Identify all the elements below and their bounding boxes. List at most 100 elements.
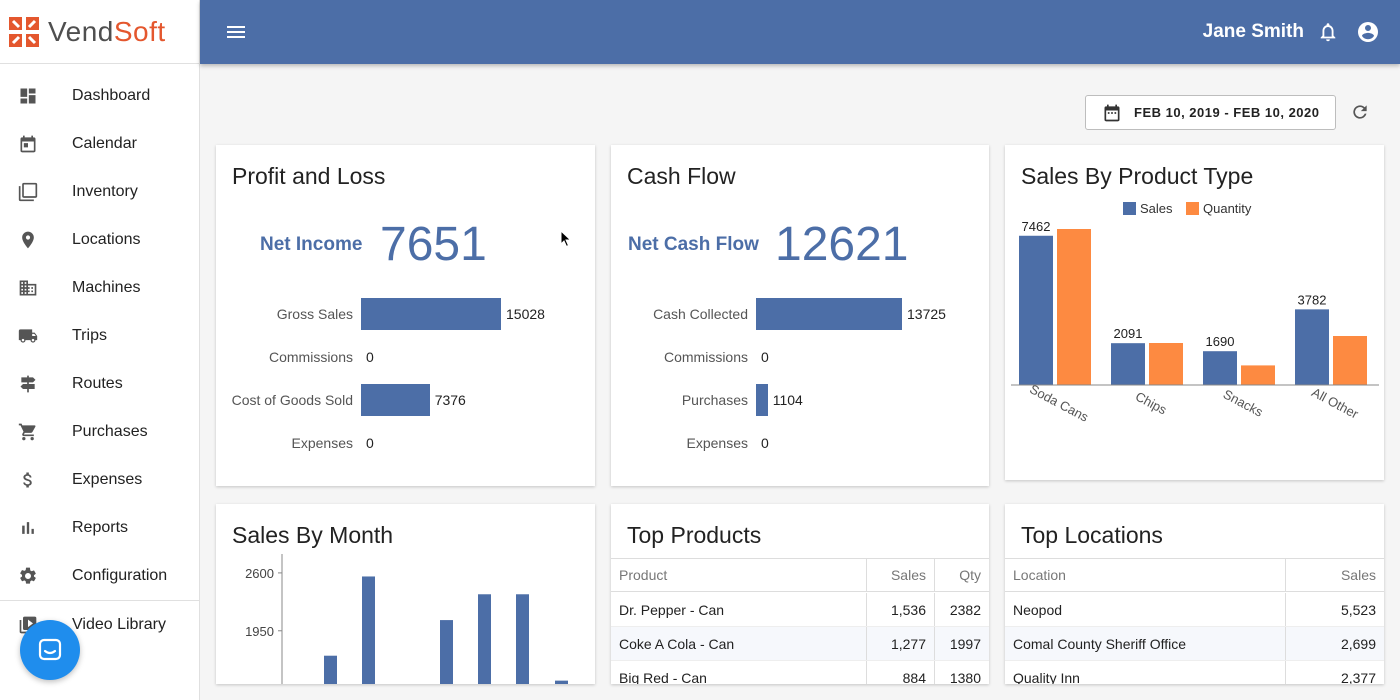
bar-row-value: 0 <box>761 349 769 365</box>
bar-row-label: Expenses <box>291 435 353 451</box>
notifications-button[interactable] <box>1316 20 1340 44</box>
y-tick-label: 1300 <box>245 682 274 684</box>
column-header-sales[interactable]: Sales <box>1285 559 1384 591</box>
product-qty: 1997 <box>934 627 989 660</box>
sidebar-item-calendar[interactable]: Calendar <box>0 120 199 168</box>
chart-bar <box>324 655 337 684</box>
data-label: 2091 <box>1114 326 1143 341</box>
product-sales: 1,536 <box>866 593 934 626</box>
category-tick-label: Chips <box>1133 389 1170 418</box>
menu-button[interactable] <box>224 20 248 44</box>
sidebar-item-machines[interactable]: Machines <box>0 264 199 312</box>
table-row[interactable]: Quality Inn 2,377 <box>1005 661 1384 684</box>
legend-label: Quantity <box>1203 201 1252 216</box>
chart-bar <box>555 680 568 684</box>
column-header-qty[interactable]: Qty <box>934 559 989 591</box>
account-button[interactable] <box>1356 20 1380 44</box>
chart-bar <box>1019 235 1053 385</box>
table-row[interactable]: Dr. Pepper - Can 1,536 2382 <box>611 593 989 627</box>
chart-bar <box>1241 365 1275 385</box>
table-row[interactable]: Coke A Cola - Can 1,277 1997 <box>611 627 989 661</box>
category-tick-label: All Other <box>1309 385 1361 422</box>
location-sales: 2,699 <box>1285 627 1384 660</box>
bar-row-label: Cash Collected <box>653 306 748 322</box>
location-sales: 2,377 <box>1285 661 1384 684</box>
sales-by-month-card: Sales By Month 2600 1950 1300 <box>216 504 595 684</box>
legend-swatch <box>1186 202 1199 215</box>
card-title: Top Locations <box>1021 522 1163 548</box>
bar-row-bar[interactable] <box>756 298 902 330</box>
brand[interactable]: VendSoft <box>0 0 199 64</box>
chat-icon <box>38 638 62 661</box>
table-row[interactable]: Big Red - Can 884 1380 <box>611 661 989 684</box>
product-qty: 2382 <box>934 593 989 626</box>
net-income-label: Net Income <box>260 234 363 255</box>
refresh-button[interactable] <box>1350 102 1370 122</box>
legend-swatch <box>1123 202 1136 215</box>
legend-label: Sales <box>1140 201 1173 216</box>
truck-icon <box>18 326 38 346</box>
column-header-product[interactable]: Product <box>619 567 668 583</box>
bar-row-label: Cost of Goods Sold <box>231 392 353 408</box>
bar-row-value: 13725 <box>907 306 946 322</box>
column-header-location[interactable]: Location <box>1013 567 1066 583</box>
user-name[interactable]: Jane Smith <box>1202 21 1304 42</box>
location-sales: 5,523 <box>1285 593 1384 626</box>
sidebar-item-purchases[interactable]: Purchases <box>0 408 199 456</box>
bar-row-value: 1104 <box>772 392 803 408</box>
brand-name: VendSoft <box>48 15 166 47</box>
bar-row-label: Gross Sales <box>276 306 353 322</box>
table-header: Location Sales <box>1005 558 1384 592</box>
data-label: 7462 <box>1022 219 1051 234</box>
gear-icon <box>18 566 38 586</box>
bar-row-value: 0 <box>761 435 769 451</box>
location-name: Comal County Sheriff Office <box>1013 635 1187 652</box>
bar-row-label: Expenses <box>686 435 748 451</box>
bar-row-bar[interactable] <box>756 384 768 416</box>
chat-launcher-button[interactable] <box>20 620 80 680</box>
product-name: Dr. Pepper - Can <box>619 601 725 618</box>
location-name: Quality Inn <box>1013 669 1080 685</box>
cash-flow-card: Cash Flow Net Cash Flow 12621 Cash Colle… <box>611 145 989 486</box>
bar-row-label: Commissions <box>663 349 748 365</box>
product-sales: 884 <box>866 661 934 684</box>
top-app-bar: Jane Smith <box>200 0 1400 64</box>
sidebar-item-routes[interactable]: Routes <box>0 360 199 408</box>
table-row[interactable]: Neopod 5,523 <box>1005 593 1384 627</box>
date-range-label: FEB 10, 2019 - FEB 10, 2020 <box>1134 105 1320 120</box>
machines-icon <box>18 278 38 298</box>
sidebar-item-locations[interactable]: Locations <box>0 216 199 264</box>
refresh-icon <box>1353 105 1367 119</box>
sidebar-item-inventory[interactable]: Inventory <box>0 168 199 216</box>
bar-row-bar[interactable] <box>361 298 501 330</box>
sales-by-product-chart: Sales Quantity 7462 Soda Cans 2091 Chips 1690 S… <box>1011 201 1379 425</box>
sidebar: VendSoft Dashboard Calendar Inventory Lo… <box>0 0 200 700</box>
card-title: Top Products <box>627 522 762 548</box>
sidebar-item-expenses[interactable]: Expenses <box>0 456 199 504</box>
bar-chart-icon <box>18 518 38 538</box>
product-name: Big Red - Can <box>619 669 707 685</box>
y-tick-label: 1950 <box>245 624 274 639</box>
table-row[interactable]: Comal County Sheriff Office 2,699 <box>1005 627 1384 661</box>
sidebar-item-trips[interactable]: Trips <box>0 312 199 360</box>
sales-by-month-chart: 2600 1950 1300 <box>245 554 568 684</box>
sidebar-item-dashboard[interactable]: Dashboard <box>0 72 199 120</box>
sidebar-item-reports[interactable]: Reports <box>0 504 199 552</box>
chart-bar <box>1057 229 1091 385</box>
chart-bar <box>1203 351 1237 385</box>
date-range-button[interactable]: FEB 10, 2019 - FEB 10, 2020 <box>1085 95 1336 130</box>
sidebar-item-configuration[interactable]: Configuration <box>0 552 199 600</box>
bar-row-bar[interactable] <box>361 384 430 416</box>
category-tick-label: Soda Cans <box>1027 381 1091 425</box>
chart-bar <box>362 576 375 684</box>
cart-icon <box>18 422 38 442</box>
chart-bar <box>516 594 529 684</box>
chart-bar <box>1149 343 1183 385</box>
net-cash-flow-label: Net Cash Flow <box>628 234 759 255</box>
column-header-sales[interactable]: Sales <box>866 559 934 591</box>
top-locations-card: Top Locations Location Sales Neopod 5,52… <box>1005 504 1384 684</box>
chart-bar <box>1111 343 1145 385</box>
table-header: Product Sales Qty <box>611 558 989 592</box>
card-title: Sales By Month <box>232 522 394 548</box>
card-title: Cash Flow <box>627 163 736 189</box>
